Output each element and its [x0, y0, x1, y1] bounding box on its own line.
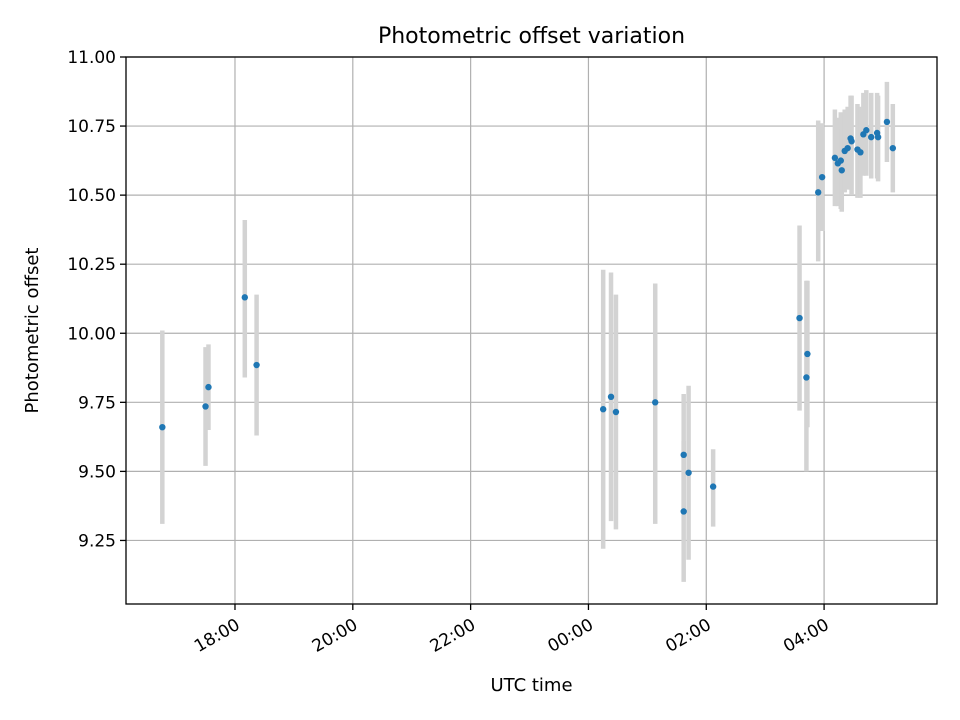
- data-point: [838, 167, 845, 174]
- y-axis-ticks: 9.25 9.50 9.75 10.00 10.25 10.50 10.75 11.00: [67, 48, 126, 551]
- data-point: [709, 483, 717, 490]
- data-point: [889, 144, 897, 152]
- data-point: [241, 294, 249, 301]
- data-point: [202, 403, 209, 410]
- plot-area: [126, 57, 937, 604]
- data-point: [803, 374, 810, 381]
- y-tick-label: 11.00: [67, 48, 116, 68]
- data-point: [685, 469, 692, 476]
- data-point: [883, 118, 891, 126]
- plot-frame: [125, 56, 938, 605]
- data-point: [607, 393, 615, 401]
- y-tick-label: 9.75: [78, 393, 116, 413]
- data-point: [857, 149, 864, 156]
- data-point: [844, 144, 851, 152]
- chart-title: Photometric offset variation: [378, 24, 685, 49]
- y-tick-label: 10.25: [67, 255, 116, 275]
- data-point: [837, 157, 844, 164]
- data-point: [205, 383, 212, 391]
- data-point: [818, 173, 826, 181]
- data-points: [159, 118, 897, 515]
- data-point: [652, 399, 659, 406]
- y-axis-label: Photometric offset: [22, 248, 43, 414]
- y-tick-label: 9.50: [78, 462, 116, 482]
- data-point: [253, 361, 260, 369]
- data-point: [159, 423, 166, 431]
- data-point: [680, 508, 687, 515]
- data-point: [848, 138, 855, 145]
- data-point: [612, 408, 620, 416]
- x-axis-label: UTC time: [490, 675, 572, 696]
- data-point: [804, 350, 811, 358]
- y-tick-label: 10.00: [67, 324, 116, 344]
- data-point: [831, 154, 839, 162]
- data-point: [868, 133, 875, 141]
- data-point: [680, 451, 687, 459]
- data-point: [863, 127, 870, 134]
- data-point: [814, 189, 822, 196]
- data-point: [599, 406, 607, 413]
- y-tick-label: 9.25: [78, 531, 116, 551]
- data-point: [796, 314, 803, 322]
- y-tick-label: 10.50: [67, 186, 116, 206]
- data-point: [874, 133, 882, 141]
- y-tick-label: 10.75: [67, 117, 116, 137]
